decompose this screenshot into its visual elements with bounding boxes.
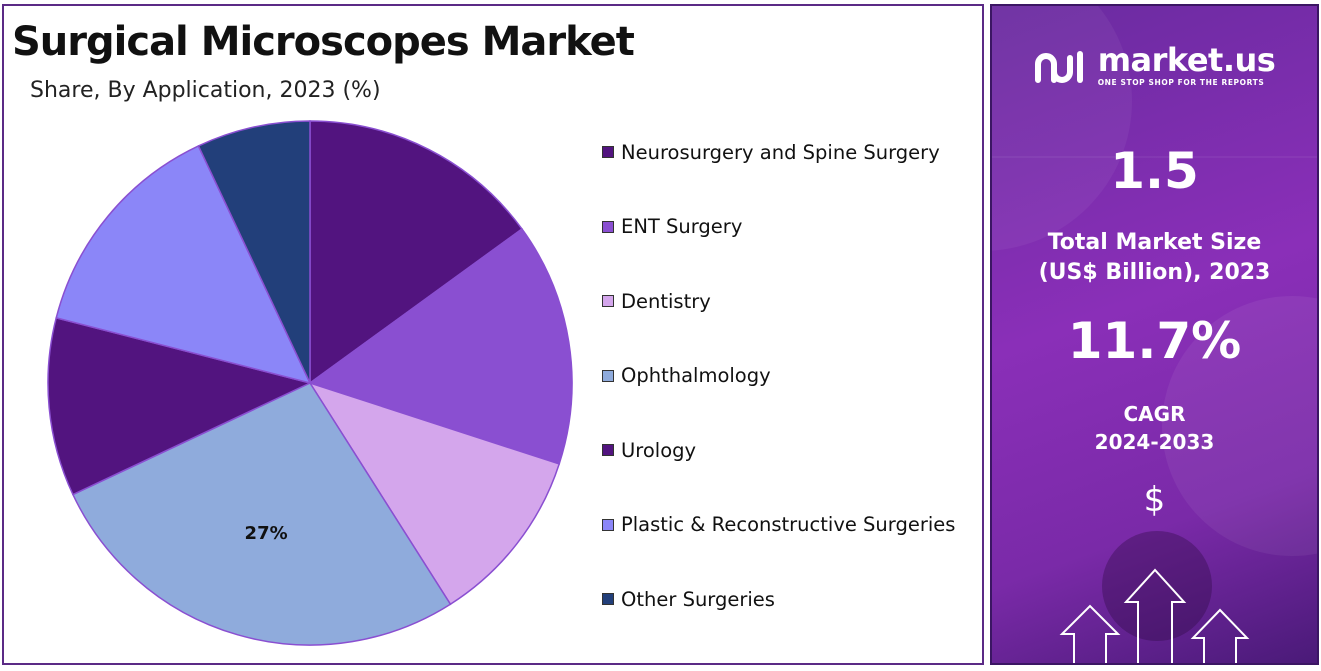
legend-swatch [602, 220, 614, 233]
legend-item: Neurosurgery and Spine Surgery [602, 136, 955, 168]
pie-slice-other-surgeries [197, 120, 311, 384]
legend-item: Plastic & Reconstructive Surgeries [602, 509, 955, 541]
growth-arrows [1059, 568, 1250, 663]
cagr-label-line2: 2024-2033 [1094, 430, 1215, 454]
pie-chart: 27% [47, 120, 573, 646]
cagr-value: 11.7% [1067, 312, 1242, 370]
up-arrow-icon [1190, 608, 1250, 663]
cagr-label-line1: CAGR [1123, 402, 1186, 426]
background-decoration [992, 6, 1317, 641]
pie-slice-plastic-reconstructive-surgeries [55, 144, 312, 385]
pie-slice-urology [47, 316, 313, 496]
summary-panel: market.us ONE STOP SHOP FOR THE REPORTS … [990, 4, 1319, 665]
market-size-label-line1: Total Market Size [1047, 230, 1262, 255]
up-arrow-icon [1059, 604, 1121, 663]
market-size-value: 1.5 [1110, 142, 1199, 200]
market-size-label: Total Market Size (US$ Billion), 2023 [992, 228, 1317, 288]
pie-slice-ophthalmology [71, 382, 452, 646]
cagr-label: CAGR 2024-2033 [992, 400, 1317, 456]
chart-panel: Surgical Microscopes Market Share, By Ap… [2, 4, 984, 665]
legend-swatch [602, 593, 614, 605]
pie-slice-dentistry [308, 381, 561, 606]
legend-swatch [602, 369, 614, 382]
chart-title: Surgical Microscopes Market [12, 19, 635, 65]
legend-item: ENT Surgery [602, 211, 955, 243]
legend-label: Dentistry [621, 289, 711, 313]
chart-legend: Neurosurgery and Spine Surgery ENT Surger… [602, 136, 955, 658]
legend-label: ENT Surgery [621, 215, 743, 238]
market-us-logo-icon [1034, 50, 1083, 83]
legend-label: Ophthalmology [621, 364, 771, 387]
dollar-icon: $ [1143, 480, 1166, 520]
up-arrow-icon [1123, 568, 1187, 663]
slice-data-label: 27% [245, 523, 288, 544]
legend-label: Plastic & Reconstructive Surgeries [621, 513, 956, 536]
legend-item: Ophthalmology [602, 360, 955, 392]
logo-tagline: ONE STOP SHOP FOR THE REPORTS [1097, 78, 1265, 87]
legend-label: Other Surgeries [621, 587, 775, 611]
legend-swatch [602, 444, 614, 456]
pie-slice-neurosurgery-and-spine-surgery [309, 120, 524, 385]
legend-item: Other Surgeries [602, 583, 955, 615]
legend-swatch [602, 295, 614, 307]
legend-label: Neurosurgery and Spine Surgery [621, 140, 940, 164]
logo-name: market.us [1097, 41, 1276, 79]
market-size-label-line2: (US$ Billion), 2023 [1038, 260, 1271, 285]
legend-label: Urology [621, 438, 697, 462]
chart-subtitle: Share, By Application, 2023 (%) [30, 78, 381, 103]
legend-swatch [602, 146, 614, 158]
legend-item: Dentistry [602, 285, 955, 317]
pie-slice-ent-surgery [308, 227, 573, 465]
legend-item: Urology [602, 434, 955, 466]
market-us-logo: market.us ONE STOP SHOP FOR THE REPORTS [992, 44, 1317, 87]
legend-swatch [602, 518, 614, 531]
